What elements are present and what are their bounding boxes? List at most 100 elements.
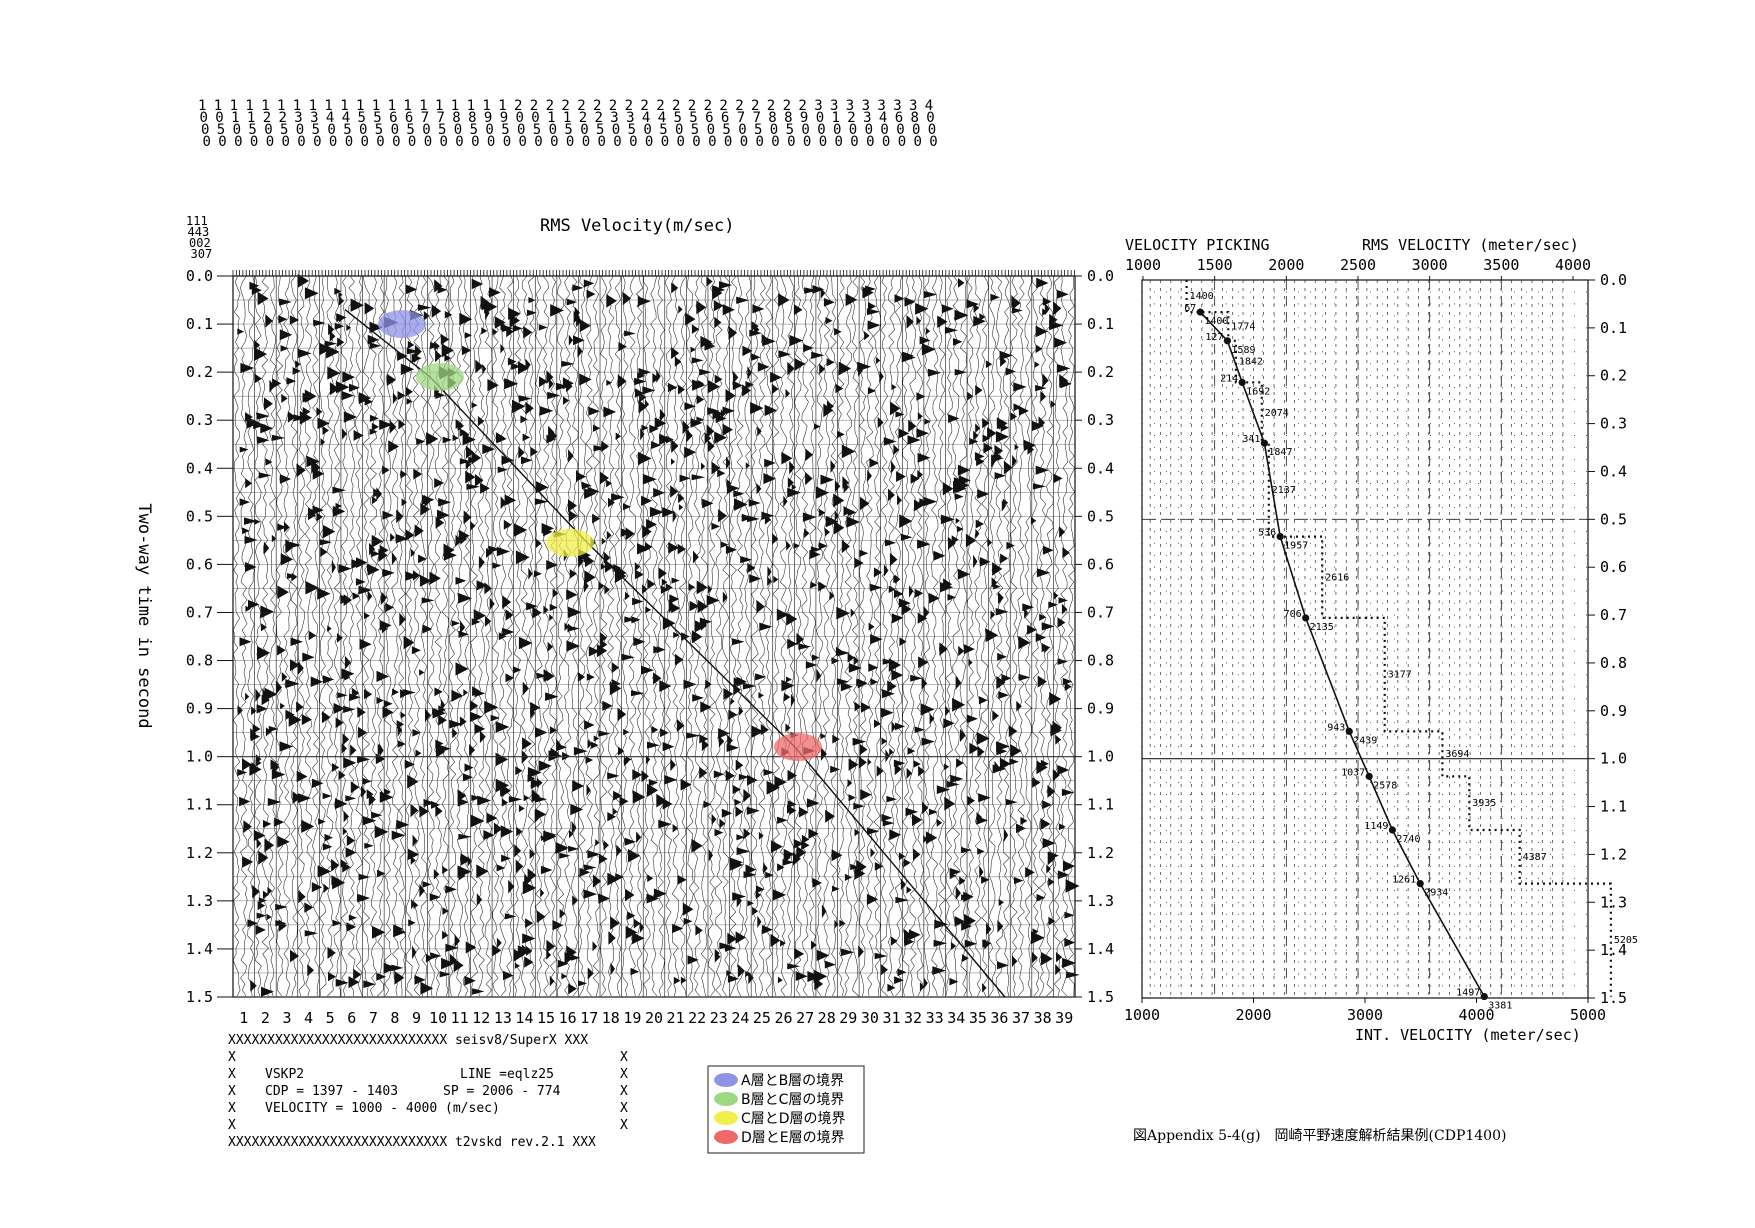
seismic-wavelet	[937, 315, 948, 328]
seismic-wavelet	[413, 901, 419, 910]
seismic-wavelet	[944, 796, 955, 811]
seismic-wavelet	[376, 487, 382, 501]
seismic-wavelet	[298, 890, 306, 904]
seismic-wavelet	[923, 290, 938, 299]
seismic-wavelet	[843, 505, 852, 517]
seismic-wavelet	[816, 949, 830, 961]
seismic-wavelet	[465, 941, 477, 954]
rms-velocity-label: 1957	[1284, 541, 1308, 552]
seismic-wavelet	[939, 582, 954, 593]
seismic-wavelet	[302, 392, 314, 403]
seismic-wavelet	[997, 961, 1009, 970]
rms-velocity-point	[1416, 879, 1424, 888]
seismic-wavelet	[746, 806, 760, 815]
seismic-wavelet	[476, 864, 489, 879]
seismic-wavelet	[805, 471, 813, 486]
seismic-wavelet	[557, 959, 569, 968]
seismic-wavelet	[396, 819, 410, 830]
seismic-wavelet	[419, 883, 425, 898]
seismic-wavelet	[586, 673, 595, 681]
rms-velocity-label: 3381	[1488, 1001, 1512, 1012]
seismic-wavelet	[677, 543, 687, 555]
seismic-wavelet	[357, 893, 371, 903]
seismic-wavelet	[264, 397, 273, 411]
seismic-wavelet	[419, 669, 425, 676]
seismic-wavelet	[671, 282, 679, 294]
seismic-wavelet	[909, 585, 914, 598]
seismic-trace	[254, 275, 262, 997]
seismic-wavelet	[623, 503, 631, 511]
seismic-wavelet	[524, 874, 532, 887]
seismic-wavelet	[366, 563, 376, 572]
seismic-wavelet	[362, 816, 377, 826]
seismic-wavelet	[992, 710, 999, 722]
seismic-wavelet	[297, 274, 309, 288]
seismic-wavelet	[804, 528, 810, 539]
seismic-wavelet	[337, 633, 343, 643]
seismic-wavelet	[536, 481, 549, 494]
seismic-wavelet	[630, 967, 639, 976]
seismic-wavelet	[503, 519, 512, 530]
info-box: XXXXXXXXXXXXXXXXXXXXXXXXXXXX seisv8/Supe…	[228, 1033, 628, 1150]
seismic-wavelet	[256, 912, 267, 919]
gather-panel-number: 30	[861, 1009, 879, 1027]
seismic-trace	[599, 275, 608, 997]
seismic-trace	[1010, 275, 1018, 997]
seismic-trace	[700, 275, 709, 997]
gather-panel-number: 3	[282, 1009, 291, 1027]
seismic-wavelet	[395, 533, 409, 544]
seismic-wavelet	[525, 918, 534, 928]
seismic-wavelet	[680, 976, 687, 984]
seismic-wavelet	[928, 592, 940, 604]
seismic-wavelet	[334, 322, 345, 330]
seismic-wavelet	[534, 795, 548, 803]
seismic-wavelet	[677, 384, 685, 395]
seismic-wavelet	[311, 882, 323, 893]
seismic-wavelet	[639, 391, 647, 403]
seismic-wavelet	[834, 327, 842, 336]
seismic-wavelet	[736, 296, 750, 304]
seismic-wavelet	[572, 284, 584, 292]
seismic-wavelet	[598, 893, 610, 904]
seismic-wavelet	[477, 416, 485, 427]
rms-velocity-label: 2740	[1396, 834, 1420, 845]
rms-velocity-tick: 3000	[1412, 256, 1448, 274]
seismic-wavelet	[982, 434, 991, 443]
seismic-wavelet	[804, 287, 818, 294]
seismic-wavelet	[706, 424, 715, 439]
seismic-wavelet	[918, 656, 929, 669]
seismic-wavelet	[978, 793, 991, 803]
seismic-wavelet	[631, 690, 645, 697]
seismic-wavelet	[350, 744, 357, 757]
seismic-wavelet	[642, 473, 657, 485]
seismic-wavelet	[921, 343, 936, 356]
seismic-wavelet	[977, 848, 985, 855]
seismic-wavelet	[382, 706, 394, 719]
seismic-wavelet	[559, 852, 571, 859]
seismic-wavelet	[452, 434, 459, 442]
seismic-wavelet	[334, 287, 342, 295]
seismic-wavelet	[593, 424, 601, 432]
seismic-wavelet	[678, 504, 684, 511]
seismic-wavelet	[459, 312, 473, 326]
seismic-wavelet	[469, 711, 483, 722]
seismic-wavelet	[518, 395, 532, 402]
seismic-wavelet	[467, 855, 472, 867]
seismic-wavelet	[332, 763, 340, 772]
seismic-wavelet	[882, 658, 895, 665]
gather-panel-number: 7	[369, 1009, 378, 1027]
seismic-wavelet	[789, 334, 804, 347]
seismic-wavelet	[623, 728, 630, 736]
seismic-wavelet	[1062, 547, 1070, 559]
seismic-wavelet	[1039, 613, 1047, 621]
seismic-wavelet	[719, 818, 726, 829]
seismic-wavelet	[774, 775, 787, 789]
seismic-wavelet	[434, 687, 443, 697]
velocity-time-tick: 1.0	[1600, 750, 1627, 768]
seismic-wavelet	[896, 471, 906, 482]
seismic-wavelet	[880, 707, 894, 718]
seismic-wavelet	[610, 916, 620, 930]
seismic-wavelet	[462, 773, 474, 782]
seismic-wavelet	[637, 543, 651, 555]
